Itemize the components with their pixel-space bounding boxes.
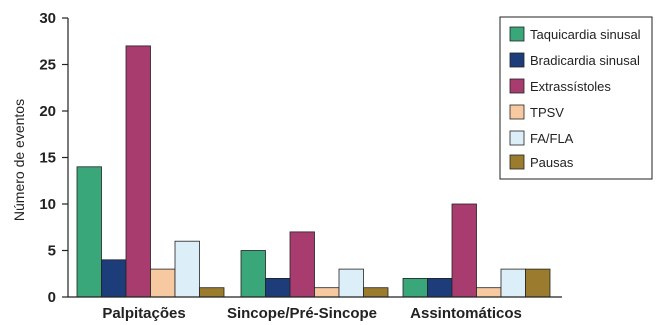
legend: Taquicardia sinusal Bradicardia sinusal Ex…: [499, 16, 653, 180]
bar-taquicardia-sinusal-assintomaticos: [402, 277, 428, 298]
y-ticks-group: 0 5 10 15 20 25 30: [39, 10, 68, 306]
y-tick-label: 5: [48, 243, 56, 260]
x-category-label: Sincope/Pré-Sincope: [227, 305, 377, 322]
legend-label-bradicardia-sinusal: Bradicardia sinusal: [530, 53, 640, 68]
legend-label-extrassistoles: Extrassístoles: [530, 79, 611, 94]
legend-swatch-pausas: [509, 154, 525, 170]
x-categories-group: Palpitações Sincope/Pré-Sincope Assintomát…: [102, 305, 522, 322]
y-tick-label: 10: [39, 196, 56, 213]
bar-fa-fla-palpitacoes: [174, 240, 200, 298]
bar-tpsv-sincope-pre-sincope: [314, 287, 340, 298]
y-tick-label: 20: [39, 103, 56, 120]
x-category-label: Palpitações: [102, 305, 185, 322]
y-tick-label: 30: [39, 10, 56, 27]
bar-bradicardia-sinusal-assintomaticos: [427, 277, 453, 298]
legend-swatch-bradicardia-sinusal: [509, 52, 525, 68]
legend-swatch-tpsv: [509, 104, 525, 120]
x-category-label: Assintomáticos: [410, 305, 522, 322]
legend-swatch-fa-fla: [509, 130, 525, 146]
legend-label-pausas: Pausas: [530, 155, 574, 170]
bar-fa-fla-assintomaticos: [500, 268, 526, 298]
y-tick-label: 15: [39, 150, 56, 167]
bars-group: [76, 45, 551, 298]
bar-extrassistoles-sincope-pre-sincope: [289, 231, 315, 298]
bar-extrassistoles-palpitacoes: [125, 45, 151, 298]
bar-extrassistoles-assintomaticos: [451, 203, 477, 298]
bar-fa-fla-sincope-pre-sincope: [338, 268, 364, 298]
bar-tpsv-assintomaticos: [476, 287, 502, 298]
bar-pausas-palpitacoes: [199, 287, 225, 298]
bar-bradicardia-sinusal-palpitacoes: [101, 259, 127, 298]
y-tick-label: 0: [48, 289, 56, 306]
bar-pausas-assintomaticos: [525, 268, 551, 298]
legend-swatch-taquicardia-sinusal: [509, 26, 525, 42]
legend-label-taquicardia-sinusal: Taquicardia sinusal: [530, 27, 641, 42]
legend-label-fa-fla: FA/FLA: [530, 131, 574, 146]
bar-taquicardia-sinusal-sincope-pre-sincope: [240, 250, 266, 298]
bar-taquicardia-sinusal-palpitacoes: [76, 166, 102, 298]
y-axis-label: Número de eventos: [11, 99, 27, 221]
legend-label-tpsv: TPSV: [530, 105, 564, 120]
legend-swatch-extrassistoles: [509, 78, 525, 94]
y-tick-label: 25: [39, 57, 56, 74]
bar-tpsv-palpitacoes: [150, 268, 176, 298]
bar-pausas-sincope-pre-sincope: [363, 287, 389, 298]
legend-box: [499, 16, 653, 180]
bar-bradicardia-sinusal-sincope-pre-sincope: [265, 277, 291, 298]
